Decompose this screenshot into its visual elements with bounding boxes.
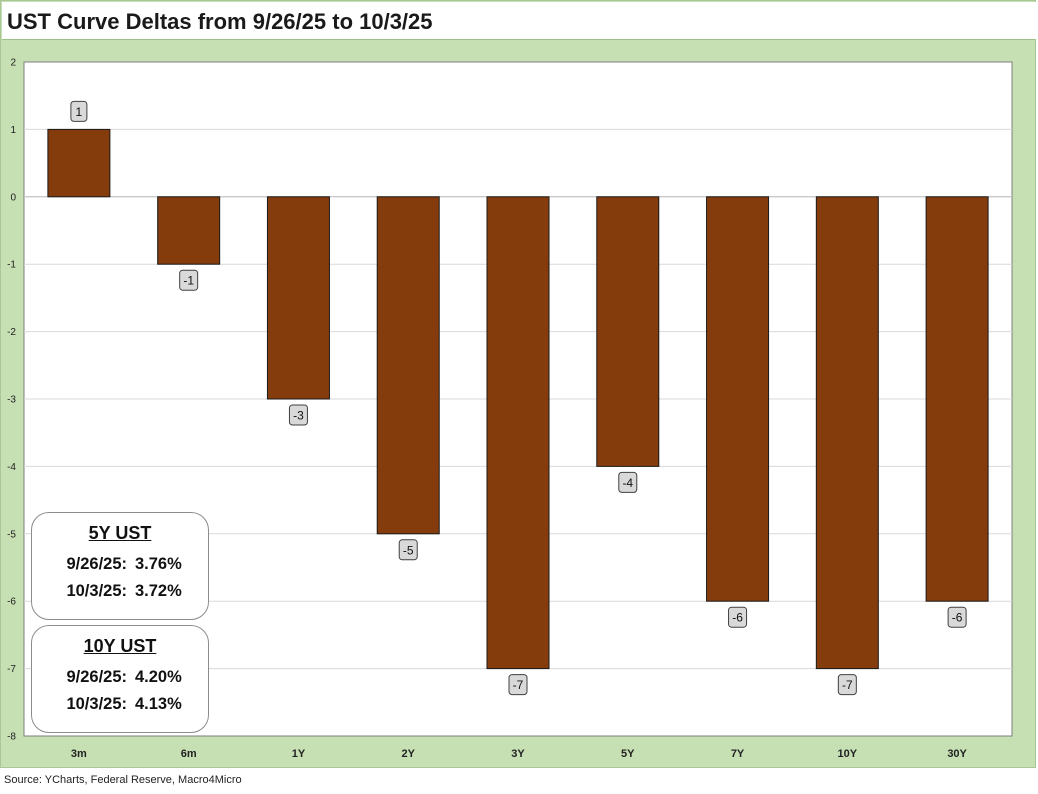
chart-title: UST Curve Deltas from 9/26/25 to 10/3/25 bbox=[7, 9, 433, 34]
y-tick-label: -4 bbox=[7, 462, 16, 473]
row-value: 3.72% bbox=[135, 582, 182, 600]
info-box-row: 10/3/25: 3.72% bbox=[32, 582, 208, 601]
data-label-2y: -5 bbox=[398, 539, 418, 561]
data-label-6m: -1 bbox=[179, 269, 199, 291]
x-tick-label: 5Y bbox=[621, 748, 635, 760]
data-label-text: -6 bbox=[952, 611, 963, 625]
info-box-5y-ust: 5Y UST 9/26/25: 3.76% 10/3/25: 3.72% bbox=[31, 512, 209, 620]
y-tick-label: 1 bbox=[10, 125, 16, 136]
x-tick-label: 30Y bbox=[947, 748, 967, 760]
info-box-row: 10/3/25: 4.13% bbox=[32, 695, 208, 714]
row-date: 10/3/25: bbox=[66, 695, 127, 713]
data-label-3y: -7 bbox=[508, 674, 528, 696]
data-label-3m: 1 bbox=[70, 100, 88, 122]
y-tick-label: -5 bbox=[7, 529, 16, 540]
y-tick-label: -1 bbox=[7, 260, 16, 271]
x-tick-label: 1Y bbox=[292, 748, 306, 760]
x-tick-label: 7Y bbox=[731, 748, 745, 760]
row-date: 10/3/25: bbox=[66, 582, 127, 600]
row-value: 4.13% bbox=[135, 695, 182, 713]
row-value: 3.76% bbox=[135, 555, 182, 573]
title-bar: UST Curve Deltas from 9/26/25 to 10/3/25 bbox=[2, 2, 1036, 40]
bars bbox=[47, 128, 989, 670]
info-box-title: 10Y UST bbox=[83, 636, 157, 656]
data-label-text: -6 bbox=[732, 611, 743, 625]
data-label-box bbox=[288, 404, 308, 426]
data-label-text: -7 bbox=[513, 678, 524, 692]
info-box-row: 9/26/25: 3.76% bbox=[32, 555, 208, 574]
y-tick-label: -2 bbox=[7, 327, 16, 338]
data-label-10y: -7 bbox=[837, 674, 857, 696]
y-tick-label: 0 bbox=[10, 192, 16, 203]
x-tick-label: 6m bbox=[181, 748, 197, 760]
data-label-box bbox=[508, 674, 528, 696]
data-label-text: -1 bbox=[183, 274, 194, 288]
y-tick-label: -6 bbox=[7, 597, 16, 608]
data-label-7y: -6 bbox=[728, 606, 748, 628]
x-tick-label: 3Y bbox=[511, 748, 525, 760]
bar-3m bbox=[47, 128, 111, 198]
data-label-box bbox=[398, 539, 418, 561]
info-box-10y-ust: 10Y UST 9/26/25: 4.20% 10/3/25: 4.13% bbox=[31, 625, 209, 733]
bar-1y bbox=[266, 196, 330, 400]
row-value: 4.20% bbox=[135, 668, 182, 686]
y-tick-label: -7 bbox=[7, 664, 16, 675]
row-date: 9/26/25: bbox=[66, 668, 127, 686]
data-label-text: -5 bbox=[403, 543, 414, 557]
bar-3y bbox=[486, 196, 550, 670]
data-label-box bbox=[728, 606, 748, 628]
data-label-5y: -4 bbox=[618, 471, 638, 493]
data-label-text: -4 bbox=[622, 476, 633, 490]
data-label-30y: -6 bbox=[947, 606, 967, 628]
info-box-title: 5Y UST bbox=[88, 523, 152, 543]
data-label-text: -7 bbox=[842, 678, 853, 692]
bar-10y bbox=[815, 196, 879, 670]
x-tick-label: 10Y bbox=[838, 748, 858, 760]
y-tick-label: 2 bbox=[10, 58, 16, 69]
data-label-text: 1 bbox=[76, 105, 83, 119]
y-tick-label: -8 bbox=[7, 732, 16, 743]
data-label-box bbox=[70, 100, 88, 122]
bar-5y bbox=[596, 196, 660, 467]
x-tick-label: 3m bbox=[71, 748, 87, 760]
data-label-box bbox=[618, 471, 638, 493]
data-label-1y: -3 bbox=[288, 404, 308, 426]
bar-7y bbox=[706, 196, 770, 602]
bar-2y bbox=[376, 196, 440, 535]
bar-6m bbox=[157, 196, 221, 265]
x-axis: 3m 6m 1Y 2Y 3Y 5Y 7Y 10Y 30Y bbox=[71, 748, 968, 760]
source-note: Source: YCharts, Federal Reserve, Macro4… bbox=[4, 774, 242, 786]
data-label-box bbox=[837, 674, 857, 696]
bar-30y bbox=[925, 196, 989, 602]
data-label-text: -3 bbox=[293, 409, 304, 423]
data-labels: 1 -1 -3 -5 -7 -4 -6 -7 -6 bbox=[70, 100, 967, 696]
data-label-box bbox=[947, 606, 967, 628]
row-date: 9/26/25: bbox=[66, 555, 127, 573]
x-tick-label: 2Y bbox=[401, 748, 415, 760]
info-box-row: 9/26/25: 4.20% bbox=[32, 668, 208, 687]
y-axis: 2 1 0 -1 -2 -3 -4 -5 -6 -7 -8 bbox=[7, 58, 16, 743]
y-tick-label: -3 bbox=[7, 395, 16, 406]
data-label-box bbox=[179, 269, 199, 291]
